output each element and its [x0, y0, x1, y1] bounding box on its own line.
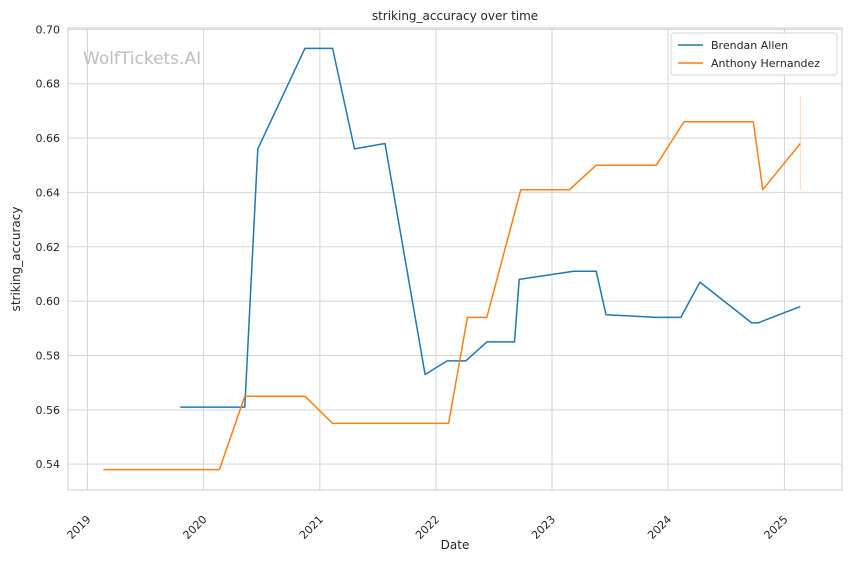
x-axis-label: Date — [441, 538, 470, 552]
series-line-anthony-hernandez — [103, 121, 801, 471]
chart-title: striking_accuracy over time — [372, 9, 538, 23]
legend-label-anthony-hernandez: Anthony Hernandez — [711, 57, 820, 70]
y-tick-label: 0.60 — [36, 295, 61, 308]
legend-box — [670, 32, 838, 76]
plot-frame — [67, 27, 843, 491]
y-tick-label: 0.56 — [36, 404, 61, 417]
y-axis: 0.54 0.56 0.58 0.60 0.62 0.64 0.66 0.68 0.70 — [36, 23, 61, 471]
watermark: WolfTickets.AI — [83, 49, 201, 69]
y-tick-label: 0.70 — [36, 23, 61, 36]
y-axis-label: striking_accuracy — [9, 207, 23, 312]
y-tick-label: 0.66 — [36, 132, 61, 145]
y-tick-label: 0.68 — [36, 78, 61, 91]
y-tick-label: 0.64 — [36, 186, 61, 199]
series-layer — [103, 47, 801, 471]
y-tick-label: 0.58 — [36, 349, 61, 362]
grid — [68, 28, 842, 490]
y-tick-label: 0.62 — [36, 241, 61, 254]
series-line-brendan-allen — [180, 47, 801, 408]
y-tick-label: 0.54 — [36, 458, 61, 471]
legend-label-brendan-allen: Brendan Allen — [711, 39, 788, 52]
legend: Brendan Allen Anthony Hernandez — [670, 32, 838, 76]
